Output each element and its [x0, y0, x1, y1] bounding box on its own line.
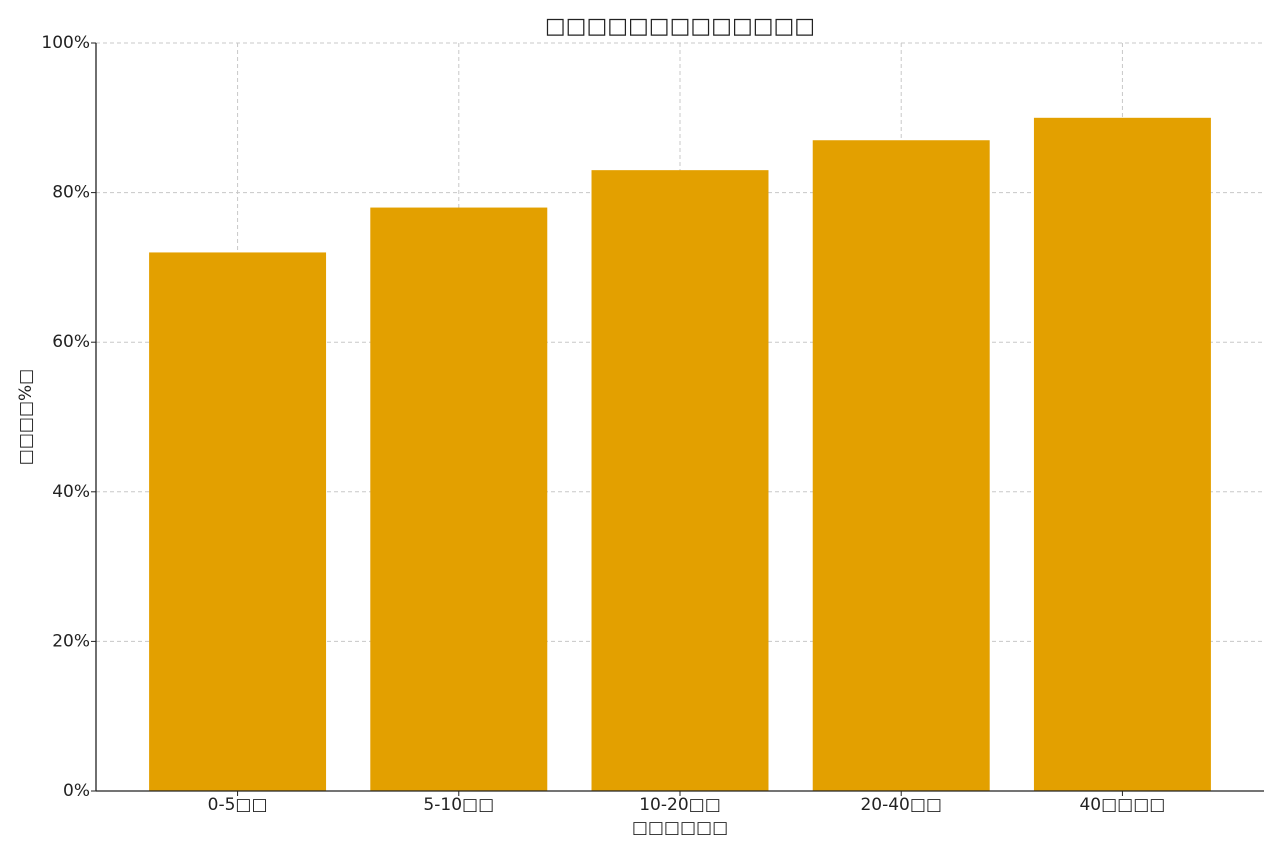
x-tick-label: 5-10□□	[423, 795, 494, 815]
x-axis-label: □□□□□□	[632, 818, 728, 838]
y-axis-label: □□□□%□	[16, 369, 36, 465]
bar	[1033, 117, 1211, 792]
bar	[370, 207, 548, 791]
x-tick-label: 20-40□□	[860, 795, 942, 815]
y-tick-label: 60%	[52, 332, 90, 352]
y-tick-label: 0%	[63, 781, 90, 801]
x-tick-label: 10-20□□	[639, 795, 721, 815]
y-tick-label: 100%	[41, 33, 90, 53]
bar	[149, 252, 327, 791]
bar	[591, 170, 769, 791]
chart-title: □□□□□□□□□□□□□	[545, 14, 815, 39]
y-tick-label: 80%	[52, 183, 90, 203]
x-tick-label: 40□□□□	[1079, 795, 1165, 815]
x-tick-label: 0-5□□	[208, 795, 268, 815]
y-tick-label: 20%	[52, 631, 90, 651]
bar	[812, 140, 990, 792]
y-tick-label: 40%	[52, 482, 90, 502]
